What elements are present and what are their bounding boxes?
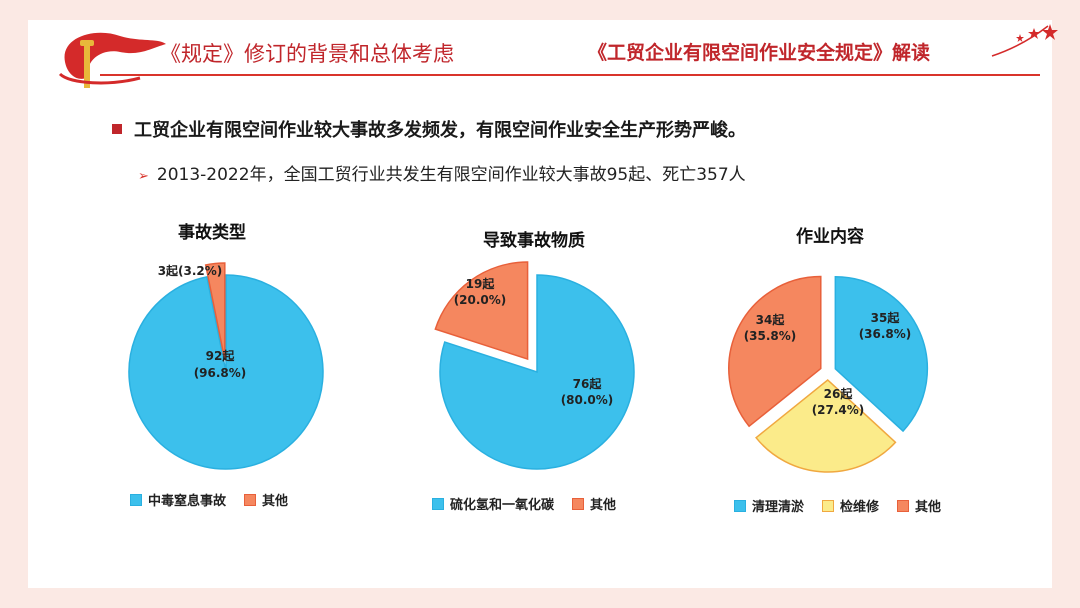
sub-bullet: ➢ 2013-2022年，全国工贸行业共发生有限空间作业较大事故95起、死亡357… bbox=[138, 160, 746, 185]
pie-slice-0-1 bbox=[204, 262, 226, 361]
legend-label: 其他 bbox=[262, 494, 289, 509]
stars-decoration-icon bbox=[991, 24, 1058, 57]
legend-accident-type: 中毒窒息事故 其他 bbox=[130, 490, 288, 509]
legend-label: 检维修 bbox=[840, 500, 880, 515]
pie-label-1-0: 76起(80.0%) bbox=[561, 376, 614, 407]
pie-slice-1-0 bbox=[439, 274, 635, 470]
legend-swatch bbox=[572, 497, 585, 510]
legend-item: 其他 bbox=[244, 490, 288, 509]
legend-item: 硫化氢和一氧化碳 bbox=[432, 494, 554, 513]
legend-label: 硫化氢和一氧化碳 bbox=[450, 498, 555, 513]
pie-slice-2-0 bbox=[834, 276, 929, 433]
legend-item: 其他 bbox=[572, 494, 616, 513]
section-title: 《规定》修订的背景和总体考虑 bbox=[160, 42, 454, 66]
pie-slice-2-1 bbox=[755, 379, 897, 473]
sub-bullet-text: 2013-2022年，全国工贸行业共发生有限空间作业较大事故95起、死亡357人 bbox=[156, 165, 746, 185]
legend-label: 其他 bbox=[915, 500, 942, 515]
legend-item: 中毒窒息事故 bbox=[130, 490, 226, 509]
legend-work-content: 清理清淤 检维修 其他 bbox=[734, 496, 941, 515]
legend-label: 其他 bbox=[590, 498, 617, 513]
pie-slice-1-1 bbox=[434, 261, 529, 361]
pie-label-1-1: 19起(20.0%) bbox=[454, 276, 507, 307]
pie-label-2-1: 26起(27.4%) bbox=[812, 386, 865, 417]
legend-swatch bbox=[130, 493, 142, 506]
legend-swatch bbox=[244, 493, 257, 506]
legend-item: 清理清淤 bbox=[734, 496, 804, 515]
arrow-bullet-icon: ➢ bbox=[138, 169, 149, 184]
main-bullet-text: 工贸企业有限空间作业较大事故多发频发，有限空间作业安全生产形势严峻。 bbox=[134, 120, 746, 141]
pie-slice-2-2 bbox=[728, 275, 822, 428]
square-bullet-icon bbox=[112, 124, 122, 134]
legend-substance: 硫化氢和一氧化碳 其他 bbox=[432, 494, 616, 513]
pie-label-2-0: 35起(36.8%) bbox=[859, 310, 912, 341]
legend-swatch bbox=[822, 499, 835, 512]
legend-swatch bbox=[734, 499, 746, 512]
chart-title-substance: 导致事故物质 bbox=[483, 231, 585, 251]
legend-label: 清理清淤 bbox=[752, 500, 805, 515]
pie-label-2-2: 34起(35.8%) bbox=[744, 312, 797, 343]
legend-label: 中毒窒息事故 bbox=[148, 494, 227, 509]
header-divider bbox=[100, 74, 1040, 76]
document-title: 《工贸企业有限空间作业安全规定》解读 bbox=[588, 42, 931, 64]
pie-slice-0-0 bbox=[128, 274, 324, 470]
chart-title-accident-type: 事故类型 bbox=[178, 223, 246, 243]
legend-item: 检维修 bbox=[822, 496, 879, 515]
pie-label-0-1: 3起(3.2%) bbox=[158, 263, 223, 278]
chart-title-work-content: 作业内容 bbox=[796, 227, 864, 247]
ribbon-decoration-icon bbox=[58, 32, 166, 88]
legend-swatch bbox=[432, 497, 444, 510]
pie-label-0-0: 92起(96.8%) bbox=[194, 348, 247, 380]
legend-item: 其他 bbox=[897, 496, 941, 515]
main-bullet: 工贸企业有限空间作业较大事故多发频发，有限空间作业安全生产形势严峻。 bbox=[112, 116, 746, 142]
legend-swatch bbox=[897, 499, 910, 512]
